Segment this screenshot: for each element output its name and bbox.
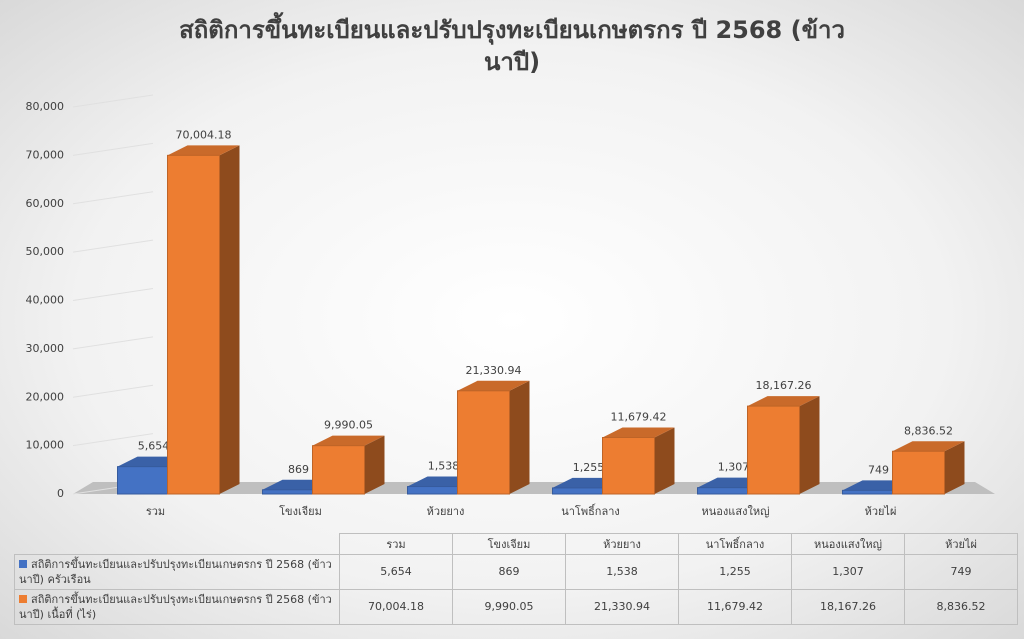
x-tick-label: โขงเจียม: [279, 504, 322, 518]
grid-line: [72, 191, 154, 205]
bar-group: [892, 441, 965, 495]
table-value: 5,654: [339, 553, 453, 590]
table-header: ห้วยไผ่: [904, 533, 1018, 555]
legend-swatch: [19, 594, 27, 603]
bar-side: [509, 380, 530, 494]
bar: [407, 486, 460, 495]
table-value: 749: [904, 553, 1018, 590]
grid-line: [72, 142, 154, 156]
table-header: นาโพธิ์กลาง: [678, 533, 792, 555]
table-corner: [15, 534, 340, 555]
table-value: 21,330.94: [565, 588, 679, 625]
bar-top: [602, 427, 675, 438]
table-header: ห้วยยาง: [565, 533, 679, 555]
table-value: 70,004.18: [339, 588, 453, 625]
bar: [117, 466, 170, 495]
table-value: 1,307: [791, 553, 905, 590]
bar: [747, 405, 800, 495]
bar-side: [799, 396, 820, 494]
data-label: 9,990.05: [324, 419, 373, 432]
x-tick-label: ห้วยไผ่: [865, 505, 897, 518]
bar-side: [219, 145, 240, 494]
bar-top: [167, 145, 240, 156]
table-header: โขงเจียม: [452, 533, 566, 555]
bar-top: [747, 396, 820, 407]
x-tick-label: รวม: [146, 505, 165, 518]
data-label: 869: [288, 463, 309, 476]
y-tick-label: 20,000: [26, 390, 65, 403]
data-label: 1,255: [573, 461, 605, 474]
table-value: 8,836.52: [904, 588, 1018, 625]
table-value: 11,679.42: [678, 588, 792, 625]
y-tick-label: 70,000: [26, 148, 65, 161]
table-value: 18,167.26: [791, 588, 905, 625]
y-tick-label: 0: [57, 487, 64, 500]
y-tick-label: 40,000: [26, 294, 65, 307]
table-value: 1,255: [678, 553, 792, 590]
y-tick-label: 10,000: [26, 439, 65, 452]
table-header-row: รวม โขงเจียม ห้วยยาง นาโพธิ์กลาง หนองแสงใหญ่…: [15, 533, 1018, 555]
bar: [602, 437, 655, 495]
x-tick-label: หนองแสงใหญ่: [702, 505, 770, 518]
table-header: หนองแสงใหญ่: [791, 533, 905, 555]
legend-swatch: [19, 559, 27, 568]
bar-group: [747, 396, 820, 495]
grid-line: [72, 433, 154, 447]
data-label: 18,167.26: [756, 379, 812, 392]
chart-title: สถิติการขึ้นทะเบียนและปรับปรุงทะเบียนเกษ…: [179, 16, 845, 76]
bar-top: [312, 435, 385, 446]
x-tick-label: นาโพธิ์กลาง: [561, 503, 620, 518]
bar: [552, 487, 605, 495]
bar: [457, 390, 510, 495]
data-label: 11,679.42: [611, 411, 667, 424]
legend-label: สถิติการขึ้นทะเบียนและปรับปรุงทะเบียนเกษ…: [19, 592, 332, 621]
table-value: 9,990.05: [452, 588, 566, 625]
bar-group: [457, 380, 530, 495]
table-header: รวม: [339, 533, 453, 555]
y-tick-label: 50,000: [26, 245, 65, 258]
y-tick-label: 60,000: [26, 197, 65, 210]
data-label: 5,654: [138, 440, 170, 453]
grid-line: [72, 384, 154, 398]
legend-cell: สถิติการขึ้นทะเบียนและปรับปรุงทะเบียนเกษ…: [14, 553, 340, 590]
legend-cell: สถิติการขึ้นทะเบียนและปรับปรุงทะเบียนเกษ…: [14, 588, 340, 625]
grid-line: [72, 288, 154, 301]
bar: [167, 154, 220, 495]
data-label: 1,307: [718, 461, 750, 474]
grid-line: [72, 94, 154, 108]
data-label: 70,004.18: [176, 128, 232, 141]
bar: [892, 450, 945, 495]
bar-top: [892, 441, 965, 452]
bar-group: [602, 427, 675, 495]
table-value: 869: [452, 553, 566, 590]
bar: [842, 489, 895, 495]
y-tick-label: 30,000: [26, 342, 65, 355]
grid-line: [72, 336, 154, 350]
table-row: สถิติการขึ้นทะเบียนและปรับปรุงทะเบียนเกษ…: [14, 588, 1018, 625]
bar: [697, 487, 750, 495]
grid-line: [72, 239, 154, 253]
legend-label: สถิติการขึ้นทะเบียนและปรับปรุงทะเบียนเกษ…: [19, 557, 332, 586]
bar-side: [944, 441, 965, 494]
bar: [312, 445, 365, 495]
y-tick-label: 80,000: [26, 100, 65, 113]
bar-side: [364, 435, 385, 494]
data-label: 8,836.52: [904, 424, 953, 437]
data-table: รวม โขงเจียม ห้วยยาง นาโพธิ์กลาง หนองแสงใหญ่…: [14, 533, 1018, 625]
data-label: 749: [868, 463, 889, 476]
x-tick-label: ห้วยยาง: [427, 505, 465, 518]
table-value: 1,538: [565, 553, 679, 590]
bar: [262, 489, 315, 495]
data-label: 21,330.94: [466, 364, 522, 377]
table-row: สถิติการขึ้นทะเบียนและปรับปรุงทะเบียนเกษ…: [14, 553, 1018, 590]
bar-top: [457, 380, 530, 391]
bar-side: [654, 427, 675, 494]
data-label: 1,538: [428, 460, 460, 473]
bar-group: [312, 435, 385, 495]
bar-group: [167, 145, 240, 495]
